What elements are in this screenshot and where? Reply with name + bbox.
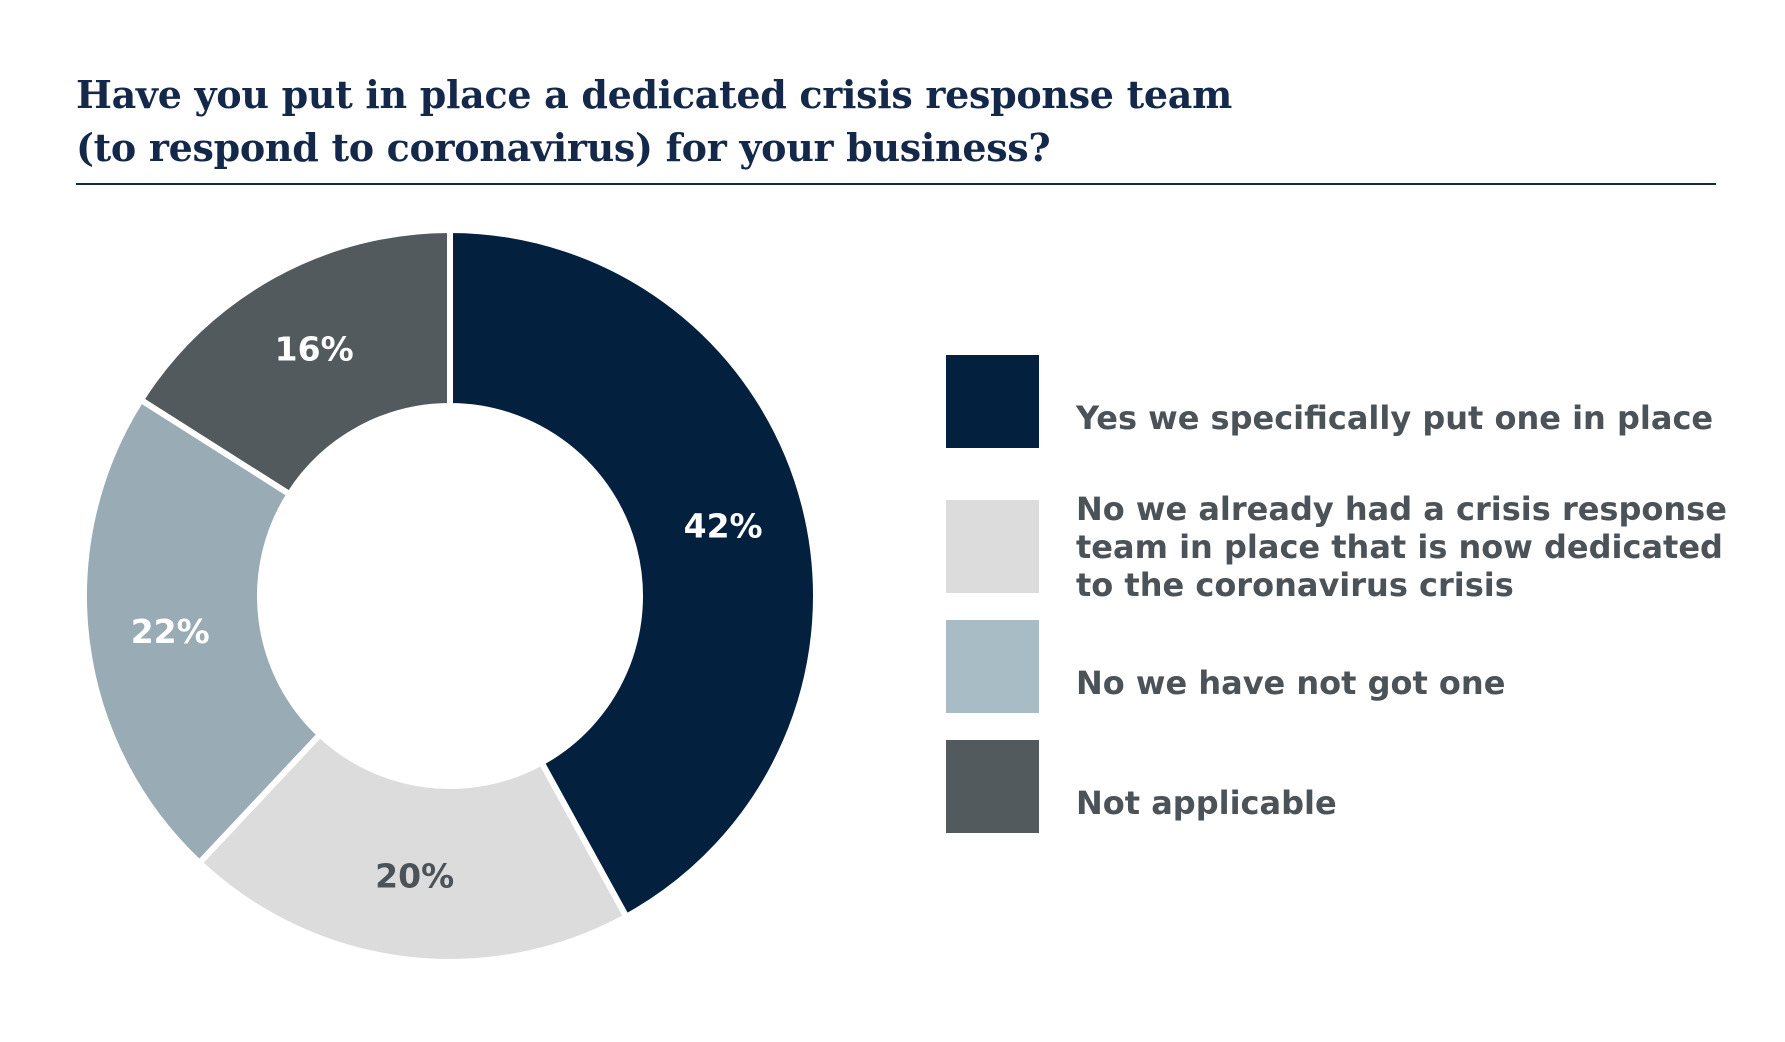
slice-label-yes: 42% [684, 506, 763, 545]
slice-label-not-applicable: 16% [275, 329, 354, 368]
donut-slice-yes [447, 226, 819, 921]
legend-label-already-had-line-3: to the coronavirus crisis [1076, 565, 1514, 604]
legend-swatch-not-got [946, 620, 1039, 713]
chart-title-line-2: (to respond to coronavirus) for your bus… [76, 125, 1051, 170]
chart-title-line-1: Have you put in place a dedicated crisis… [76, 72, 1232, 117]
donut-chart: 42% 20% 22% 16% [81, 226, 819, 965]
title-divider [76, 183, 1716, 185]
legend-swatch-yes [946, 355, 1039, 448]
legend-label-already-had-line-2: team in place that is now dedicated [1076, 527, 1723, 566]
legend-label-not-applicable: Not applicable [1076, 783, 1337, 822]
slice-label-already-had: 20% [375, 856, 454, 895]
legend-swatch-already-had [946, 500, 1039, 593]
donut-slice-not-applicable [136, 226, 453, 499]
legend-label-not-got: No we have not got one [1076, 663, 1506, 702]
chart-title: Have you put in place a dedicated crisis… [76, 68, 1576, 174]
donut-slice-already-had [195, 730, 631, 965]
donut-slice-not-got [81, 395, 325, 868]
slice-label-not-got: 22% [131, 612, 210, 651]
legend-swatch-not-applicable [946, 740, 1039, 833]
legend-label-yes: Yes we specifically put one in place [1076, 398, 1714, 437]
legend-label-already-had-line-1: No we already had a crisis response [1076, 489, 1727, 528]
